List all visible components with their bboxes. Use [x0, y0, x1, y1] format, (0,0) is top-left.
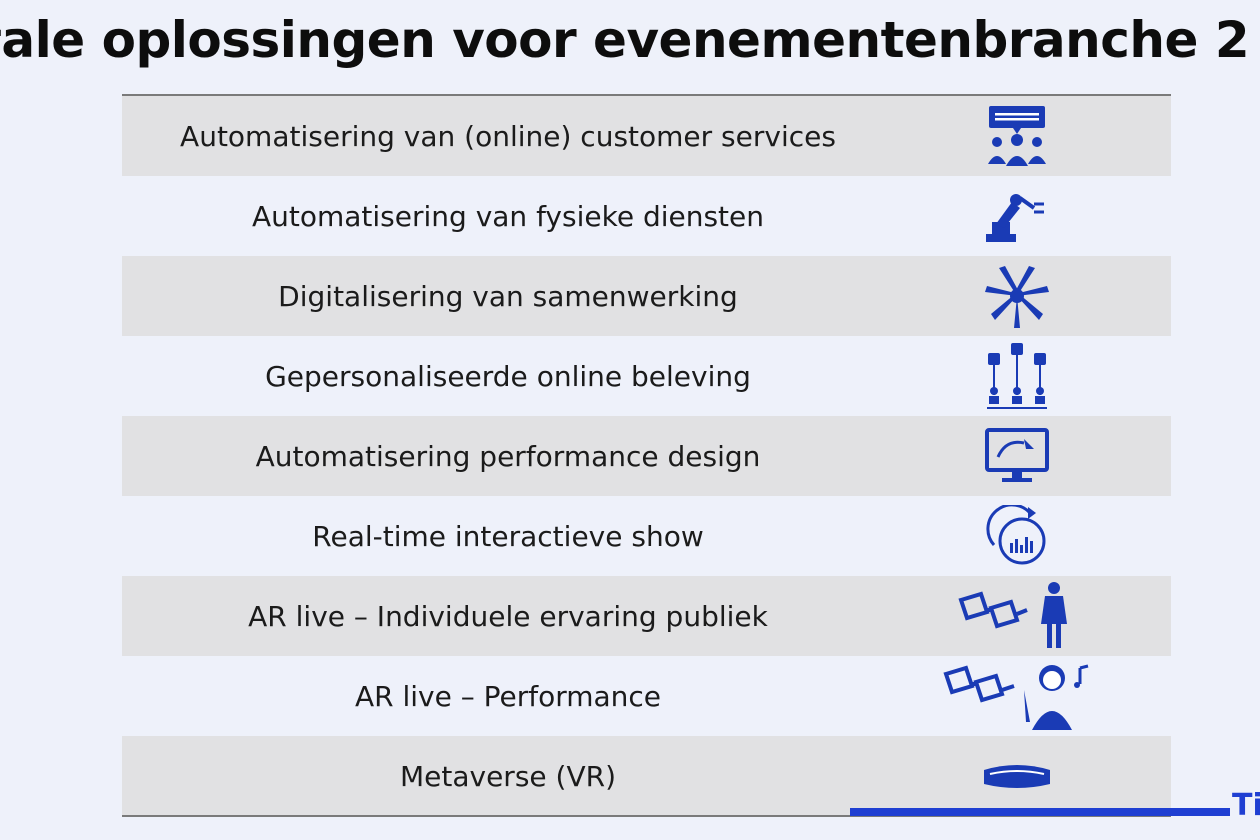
customer-service-icon: [942, 96, 1092, 176]
row-label: Real-time interactieve show: [312, 519, 704, 553]
row-label: Gepersonaliseerde online beleving: [265, 359, 751, 393]
row-label: Automatisering van fysieke diensten: [251, 199, 765, 233]
table-row: Automatisering van fysieke diensten: [122, 176, 1171, 256]
solutions-table: Automatisering van (online) customer ser…: [122, 94, 1171, 816]
row-label: Digitalisering van samenwerking: [278, 279, 738, 313]
table-row: Gepersonaliseerde online beleving: [122, 336, 1171, 416]
personalization-icon: [942, 336, 1092, 416]
page-title: tale oplossingen voor evenementenbranche…: [0, 11, 1250, 69]
table-row: Automatisering performance design: [122, 416, 1171, 496]
brand-logo-text: Ti: [1232, 788, 1260, 823]
robot-arm-icon: [942, 176, 1092, 256]
table-row: Real-time interactieve show: [122, 496, 1171, 576]
table-row: Metaverse (VR): [122, 736, 1171, 816]
ar-glasses-person-icon: [942, 576, 1092, 656]
collaboration-hands-icon: [942, 256, 1092, 336]
vr-headset-icon: [942, 736, 1092, 816]
row-label: Automatisering van (online) customer ser…: [180, 119, 836, 153]
table-row: AR live – Performance: [122, 656, 1171, 736]
table-row: AR live – Individuele ervaring publiek: [122, 576, 1171, 656]
row-label: Automatisering performance design: [255, 439, 761, 473]
table-row: Digitalisering van samenwerking: [122, 256, 1171, 336]
row-label: AR live – Performance: [354, 679, 662, 713]
brand-accent-line: [850, 808, 1230, 816]
row-label: AR live – Individuele ervaring publiek: [248, 599, 768, 633]
row-label: Metaverse (VR): [399, 759, 616, 793]
table-row: Automatisering van (online) customer ser…: [122, 96, 1171, 176]
ar-glasses-performer-icon: [942, 656, 1092, 736]
realtime-chart-icon: [942, 496, 1092, 576]
design-monitor-icon: [942, 416, 1092, 496]
table-bottom-border: [122, 815, 1171, 817]
